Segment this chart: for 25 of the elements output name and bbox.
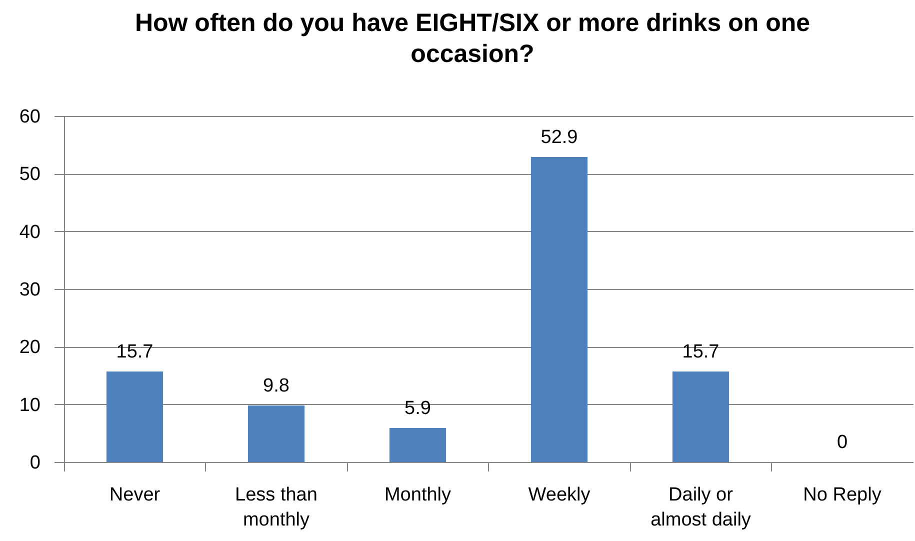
- y-tick-label: 50: [19, 164, 40, 186]
- bar: [106, 371, 164, 462]
- data-label: 15.7: [682, 341, 720, 362]
- data-label: 5.9: [404, 398, 431, 419]
- x-tick-label: Weekly: [528, 484, 591, 506]
- x-tick-label: No Reply: [803, 484, 882, 506]
- x-tick-label: Never: [109, 484, 161, 506]
- bar: [530, 156, 588, 462]
- y-tick-label: 10: [19, 394, 40, 416]
- y-tick-label: 60: [19, 106, 40, 128]
- bar: [248, 405, 305, 462]
- y-tick-label: 30: [19, 280, 40, 300]
- chart-title: How often do you have EIGHT/SIX or more drinks on one occasion?: [134, 9, 810, 68]
- data-label: 52.9: [540, 126, 578, 148]
- y-tick-label: 20: [19, 337, 40, 358]
- y-tick-label: 0: [30, 452, 40, 474]
- bar: [389, 428, 446, 462]
- y-tick-label: 40: [19, 222, 40, 243]
- x-tick-label: Less than monthly: [235, 484, 318, 530]
- bar: [672, 371, 730, 462]
- data-label: 15.7: [116, 341, 154, 362]
- data-label: 0: [836, 432, 848, 453]
- data-label: 9.8: [263, 375, 290, 396]
- x-tick-label: Monthly: [384, 484, 452, 506]
- x-tick-label: Daily or almost daily: [650, 484, 752, 530]
